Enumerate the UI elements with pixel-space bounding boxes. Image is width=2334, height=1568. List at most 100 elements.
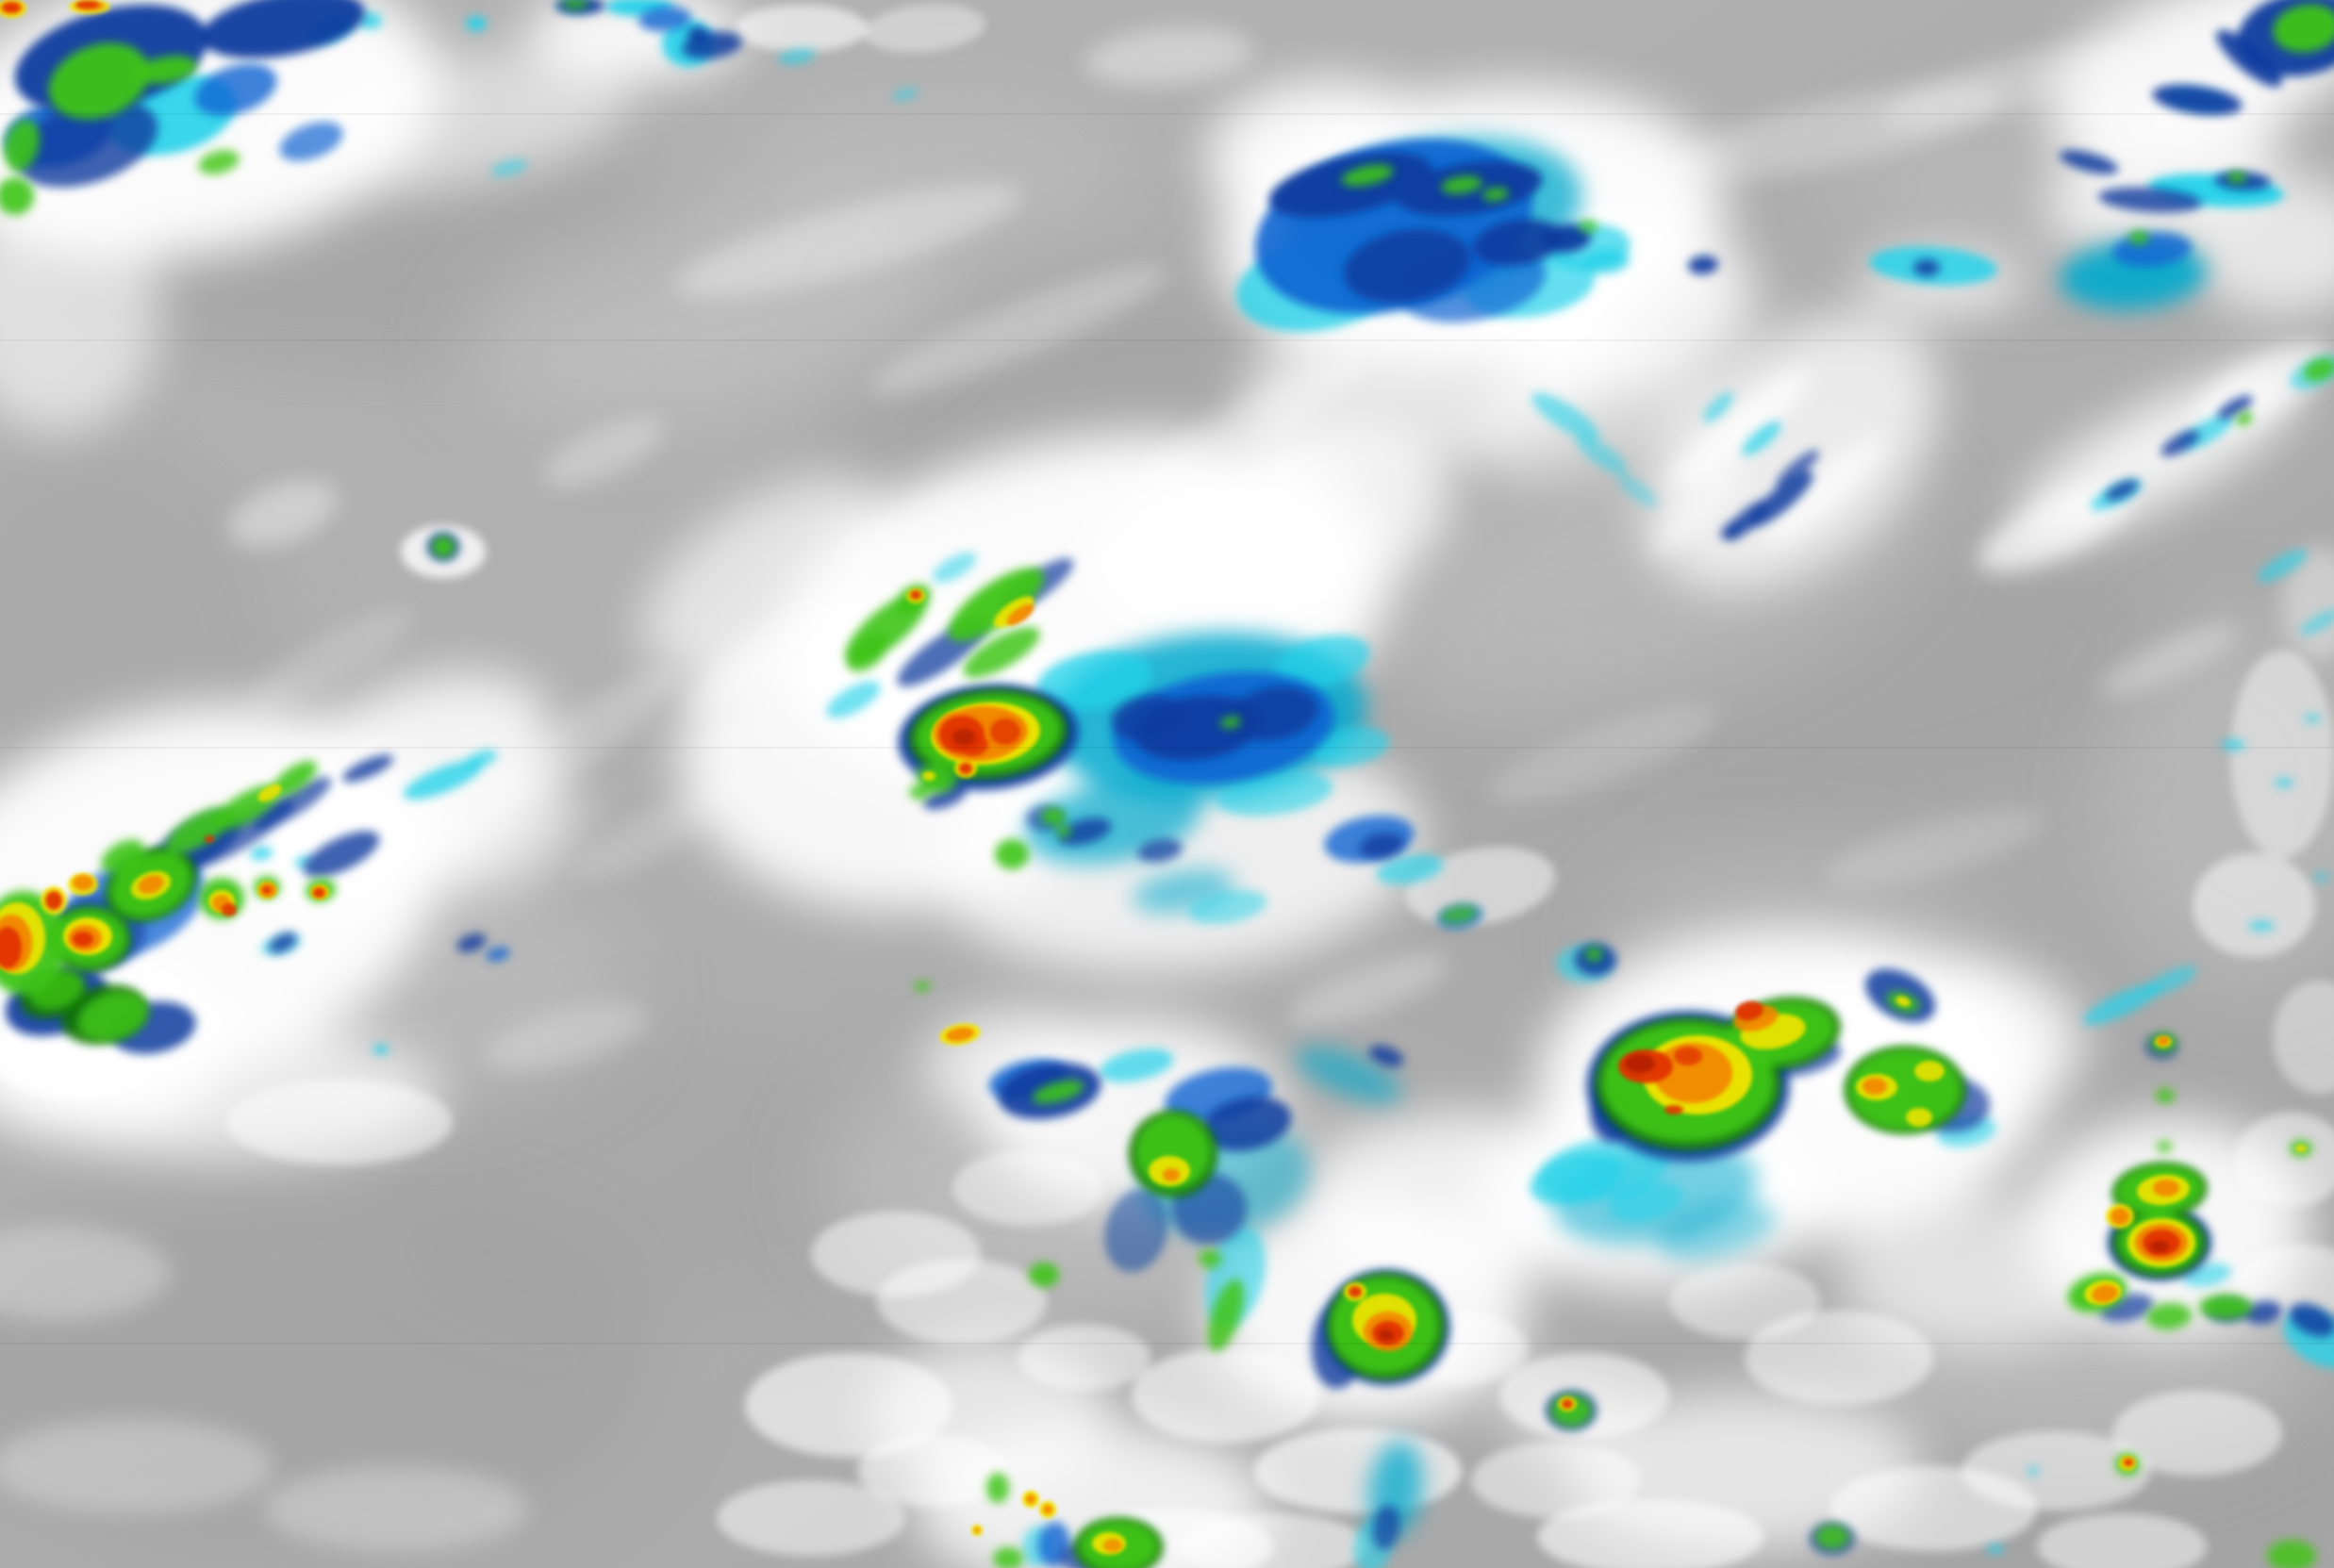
green-cell-blob (1441, 175, 1482, 194)
cyan-patch-blob (2221, 739, 2245, 751)
white-mid-blob (687, 587, 860, 714)
green-cell-blob (2157, 1141, 2172, 1152)
red-core-blob (222, 903, 237, 916)
navy-core-blob (1228, 686, 1318, 741)
white-puff-blob (717, 1480, 905, 1556)
green-cell-blob (1032, 1080, 1084, 1104)
orange-core-blob (974, 1527, 980, 1533)
green-cell-blob (101, 839, 144, 873)
cyan-patch-blob (1376, 853, 1444, 885)
navy-core-blob (2244, 1300, 2282, 1325)
orange-core-blob (1163, 1168, 1180, 1181)
cyan-patch-blob (1616, 473, 1658, 507)
green-cell-blob (432, 536, 455, 557)
navy-core-blob (2160, 430, 2200, 456)
white-puff-blob (226, 1080, 453, 1164)
cyan-patch-blob (778, 48, 816, 65)
navy-core-blob (1776, 450, 1819, 487)
green-cell-blob (995, 839, 1029, 869)
white-puff-blob (1537, 1499, 1763, 1568)
white-soft-blob (2188, 174, 2334, 316)
green-cell-blob (1341, 164, 1394, 187)
green-cell-blob (1208, 1279, 1244, 1352)
orange-core-blob (1103, 1539, 1122, 1552)
cyan-patch-blob (2257, 549, 2308, 583)
red-deep-blob (1625, 1054, 1655, 1073)
yellow-core-blob (922, 771, 935, 781)
white-mid-blob (1084, 27, 1254, 86)
white-mid-blob (1487, 704, 1719, 804)
green-cell-blob (1579, 221, 1597, 232)
navy-core-blob (303, 831, 380, 878)
navy-core-blob (682, 31, 742, 59)
red-core-blob (73, 932, 93, 947)
scanline-artifact (0, 339, 2334, 341)
navy-core-blob (15, 99, 158, 188)
white-puff-blob (811, 1212, 981, 1296)
cyan-patch-blob (1035, 651, 1152, 711)
navy-core-blob (1913, 259, 1940, 276)
white-mid-blob (228, 481, 338, 547)
white-soft-blob (399, 763, 582, 897)
orange-core-blob (2158, 1036, 2169, 1046)
white-puff-blob (863, 4, 985, 53)
white-puff-blob (2112, 1391, 2282, 1476)
navy-core-blob (1201, 1096, 1292, 1152)
white-puff-blob (745, 1353, 952, 1457)
navy-core-blob (1359, 833, 1404, 859)
white-puff-blob (952, 1150, 1103, 1226)
red-core-blob (960, 764, 971, 773)
navy-core-blob (1688, 255, 1718, 275)
orange-core-blob (2092, 1284, 2118, 1303)
navy-core-blob (1057, 817, 1112, 846)
white-mid-blob (490, 667, 679, 804)
red-core-blob (3, 3, 20, 12)
cyan-patch-blob (2028, 1467, 2038, 1475)
cyan-patch-blob (373, 1045, 389, 1054)
navy-core-blob (1137, 838, 1183, 863)
white-mid-blob (1649, 461, 1746, 557)
green-cell-blob (993, 1547, 1023, 1568)
white-puff-blob (1132, 1348, 1320, 1443)
navy-core-blob (1372, 1505, 1400, 1550)
layer-red-deep (952, 729, 2169, 1341)
cyan-patch-blob (1987, 1545, 2004, 1553)
white-mid-blob (1763, 435, 1886, 546)
green-cell-blob (1041, 808, 1066, 825)
yellow-core-blob (1914, 1061, 1945, 1081)
white-mid-blob (542, 417, 665, 488)
blue-patch-blob (194, 63, 277, 116)
green-cell-blob (986, 1473, 1009, 1503)
scanline-artifacts-group (0, 113, 2334, 1345)
white-puff-blob (1254, 1428, 1462, 1513)
green-cell-blob (1585, 948, 1602, 961)
white-puff-blob (1471, 1443, 1641, 1518)
blue-patch-blob (279, 122, 343, 161)
navy-core-blob (201, 0, 365, 58)
cyan-patch-blob (1217, 771, 1333, 817)
white-mid-blob (1823, 809, 2044, 888)
white-mid-blob (675, 184, 1022, 297)
white-soft-blob (1467, 347, 1701, 483)
green-cell-blob (1220, 716, 1241, 729)
cyan-patch-blob (1531, 392, 1599, 441)
red-core-blob (2125, 1460, 2132, 1465)
red-core-blob (205, 835, 214, 843)
green-cell-blob (0, 177, 34, 215)
cyan-patch-blob (1703, 392, 1733, 422)
scanline-artifact (0, 1343, 2334, 1345)
scanline-artifact (0, 113, 2334, 115)
cyan-patch-blob (2248, 920, 2275, 932)
navy-core-blob (2059, 150, 2119, 174)
white-mid-blob (2282, 547, 2334, 660)
green-cell-blob (4, 119, 40, 172)
white-puff-blob (1745, 1311, 1933, 1405)
red-core-blob (0, 927, 22, 968)
layer-white-mid (0, 27, 2334, 1551)
white-mid-blob (483, 1003, 649, 1071)
cyan-patch-blob (2304, 714, 2321, 723)
yellow-core-blob (257, 784, 282, 802)
cyan-patch-blob (1274, 635, 1370, 689)
white-puff-blob (1179, 1513, 1367, 1568)
